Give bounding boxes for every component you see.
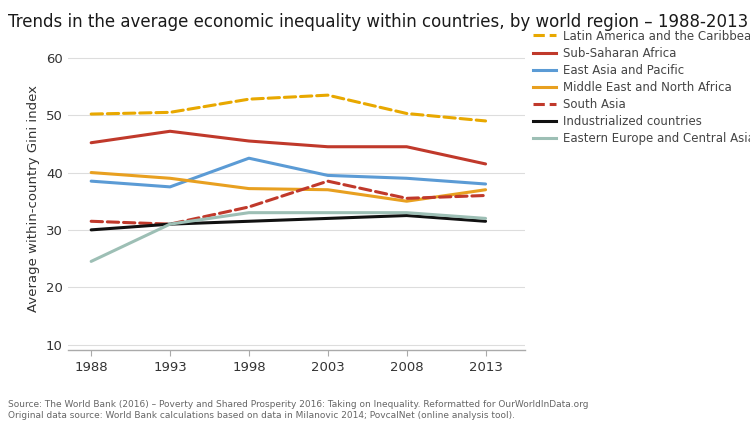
- South Asia: [166, 222, 175, 227]
- Line: Eastern Europe and Central Asia: Eastern Europe and Central Asia: [92, 213, 485, 261]
- Sub-Saharan Africa: [87, 140, 96, 145]
- Eastern Europe and Central Asia: [166, 222, 175, 227]
- East Asia and Pacific: [481, 181, 490, 187]
- Text: Trends in the average economic inequality within countries, by world region – 19: Trends in the average economic inequalit…: [8, 13, 748, 31]
- Latin America and the Caribbean: [481, 119, 490, 124]
- Eastern Europe and Central Asia: [402, 210, 411, 215]
- Industrialized countries: [87, 227, 96, 233]
- Middle East and North Africa: [166, 176, 175, 181]
- Middle East and North Africa: [244, 186, 254, 191]
- Latin America and the Caribbean: [166, 110, 175, 115]
- Line: East Asia and Pacific: East Asia and Pacific: [92, 158, 485, 187]
- Latin America and the Caribbean: [402, 111, 411, 116]
- Sub-Saharan Africa: [481, 161, 490, 166]
- Eastern Europe and Central Asia: [87, 259, 96, 264]
- Text: Source: The World Bank (2016) – Poverty and Shared Prosperity 2016: Taking on In: Source: The World Bank (2016) – Poverty …: [8, 400, 588, 420]
- South Asia: [244, 204, 254, 209]
- Eastern Europe and Central Asia: [244, 210, 254, 215]
- Latin America and the Caribbean: [244, 97, 254, 102]
- East Asia and Pacific: [323, 173, 332, 178]
- Line: Middle East and North Africa: Middle East and North Africa: [92, 173, 485, 201]
- Line: South Asia: South Asia: [92, 181, 485, 224]
- Latin America and the Caribbean: [323, 92, 332, 97]
- Middle East and North Africa: [402, 199, 411, 204]
- Eastern Europe and Central Asia: [323, 210, 332, 215]
- Legend: Latin America and the Caribbean, Sub-Saharan Africa, East Asia and Pacific, Midd: Latin America and the Caribbean, Sub-Sah…: [532, 30, 750, 145]
- Line: Latin America and the Caribbean: Latin America and the Caribbean: [92, 95, 485, 121]
- Middle East and North Africa: [87, 170, 96, 175]
- Industrialized countries: [166, 222, 175, 227]
- East Asia and Pacific: [166, 184, 175, 189]
- Industrialized countries: [244, 219, 254, 224]
- South Asia: [87, 219, 96, 224]
- Middle East and North Africa: [323, 187, 332, 192]
- Sub-Saharan Africa: [166, 129, 175, 134]
- East Asia and Pacific: [87, 179, 96, 184]
- Line: Sub-Saharan Africa: Sub-Saharan Africa: [92, 131, 485, 164]
- Eastern Europe and Central Asia: [481, 216, 490, 221]
- South Asia: [481, 193, 490, 198]
- Y-axis label: Average within-country Gini index: Average within-country Gini index: [27, 85, 40, 312]
- South Asia: [323, 179, 332, 184]
- Latin America and the Caribbean: [87, 111, 96, 116]
- Sub-Saharan Africa: [244, 138, 254, 143]
- Middle East and North Africa: [481, 187, 490, 192]
- East Asia and Pacific: [244, 156, 254, 161]
- South Asia: [402, 196, 411, 201]
- Line: Industrialized countries: Industrialized countries: [92, 216, 485, 230]
- Sub-Saharan Africa: [402, 144, 411, 149]
- Industrialized countries: [323, 216, 332, 221]
- Industrialized countries: [402, 213, 411, 218]
- East Asia and Pacific: [402, 176, 411, 181]
- Sub-Saharan Africa: [323, 144, 332, 149]
- Industrialized countries: [481, 219, 490, 224]
